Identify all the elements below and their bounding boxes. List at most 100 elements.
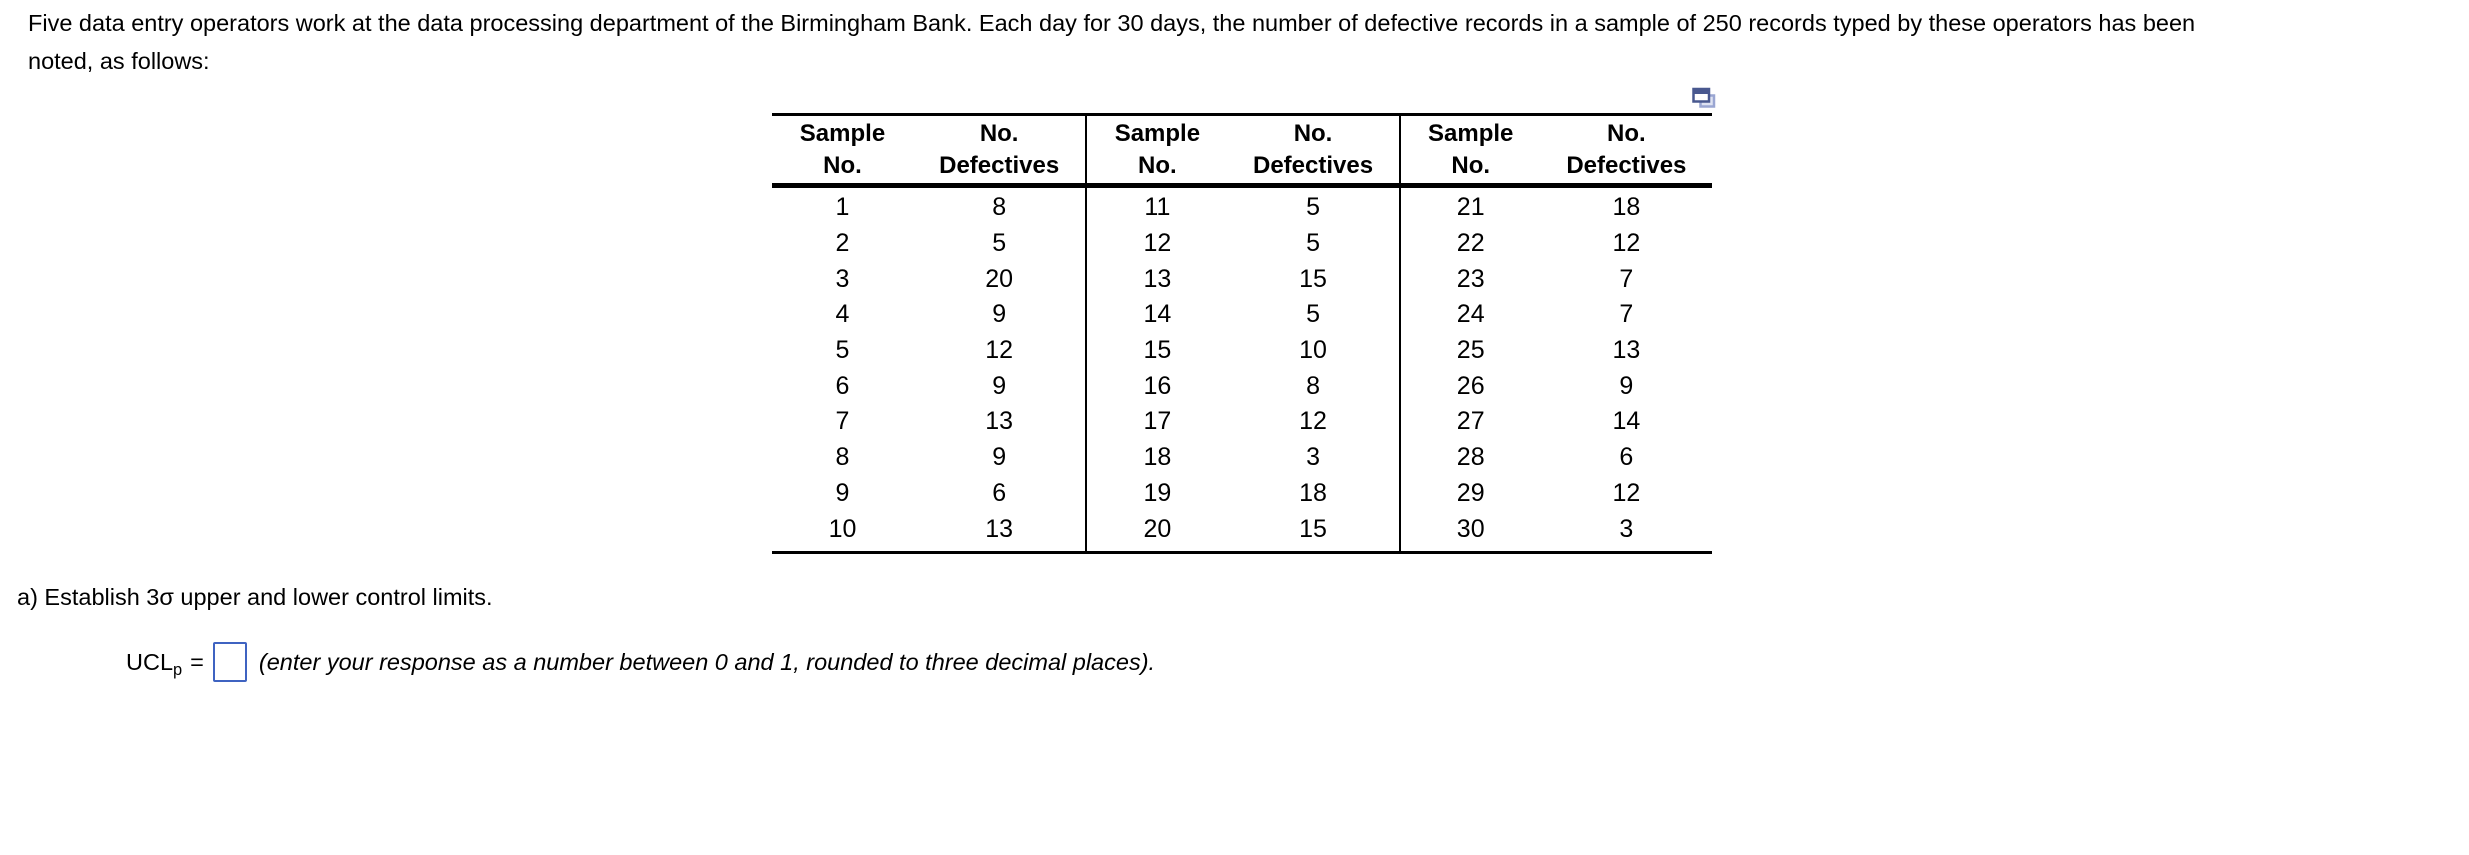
column-header-sample-no: Sample No.: [1114, 119, 1201, 179]
table-group-header: Sample No. No. Defectives: [772, 116, 1086, 188]
defectives-cell: 5: [1306, 229, 1320, 258]
table-row: 29 12: [1401, 476, 1712, 512]
sample-no-cell: 16: [1143, 371, 1172, 400]
defectives-cell: 9: [992, 371, 1007, 400]
answer-row: UCLp = (enter your response as a number …: [126, 638, 1155, 686]
sample-no-cell: 28: [1456, 443, 1485, 472]
table-row: 7 13: [772, 404, 1085, 440]
sample-no-cell: 6: [835, 371, 850, 400]
sample-no-cell: 1: [835, 193, 850, 222]
table-row: 26 9: [1401, 368, 1712, 404]
defectives-cell: 13: [985, 514, 1014, 543]
table-row: 12 5: [1087, 226, 1398, 262]
problem-intro: Five data entry operators work at the da…: [28, 4, 2448, 80]
defectives-cell: 9: [992, 443, 1007, 472]
table-row: 17 12: [1087, 404, 1398, 440]
ucl-input[interactable]: [212, 642, 247, 682]
ucl-label: UCLp: [126, 648, 183, 680]
table-row: 23 7: [1401, 261, 1712, 297]
sample-no-cell: 12: [1143, 229, 1172, 258]
defectives-cell: 5: [1306, 193, 1320, 222]
table-group-header: Sample No. No. Defectives: [1400, 116, 1712, 188]
defectives-cell: 3: [1619, 514, 1634, 543]
defectives-cell: 18: [1299, 478, 1327, 507]
sample-no-cell: 10: [828, 514, 857, 543]
table-group-2: Sample No. No. Defectives 11 5 12 5 13 15 14 5 1…: [1085, 116, 1399, 551]
sample-no-cell: 22: [1456, 229, 1485, 258]
sample-no-cell: 15: [1143, 336, 1172, 365]
defectives-cell: 12: [1612, 229, 1641, 258]
sample-no-cell: 7: [835, 407, 850, 436]
sample-no-cell: 27: [1456, 407, 1485, 436]
sample-no-cell: 13: [1143, 264, 1172, 293]
defectives-cell: 10: [1299, 336, 1327, 365]
table-row: 14 5: [1087, 297, 1398, 333]
sample-no-cell: 8: [835, 443, 850, 472]
column-header-sample-no: Sample No.: [799, 119, 886, 179]
defectives-cell: 14: [1612, 407, 1641, 436]
table-row: 28 6: [1401, 440, 1712, 476]
copy-table-icon[interactable]: [1692, 87, 1716, 110]
column-header-sample-no: Sample No.: [1428, 119, 1514, 179]
intro-line-2: noted, as follows:: [28, 48, 210, 74]
table-row: 10 13: [772, 511, 1085, 547]
table-row: 5 12: [772, 333, 1085, 369]
defectives-cell: 8: [1306, 371, 1320, 400]
defectives-cell: 6: [992, 478, 1007, 507]
table-row: 15 10: [1087, 333, 1398, 369]
sample-no-cell: 19: [1143, 478, 1172, 507]
sample-no-cell: 3: [835, 264, 850, 293]
table-row: 13 15: [1087, 261, 1398, 297]
sample-no-cell: 18: [1143, 443, 1172, 472]
defectives-cell: 20: [985, 264, 1014, 293]
defectives-cell: 18: [1612, 193, 1641, 222]
overlapping-windows-glyph: [1692, 87, 1716, 108]
sample-no-cell: 2: [835, 229, 850, 258]
equals-sign: =: [190, 648, 204, 675]
sample-no-cell: 9: [835, 478, 850, 507]
defectives-cell: 9: [992, 300, 1007, 329]
question-part-a: a) Establish 3σ upper and lower control …: [17, 584, 493, 610]
sample-no-cell: 21: [1456, 193, 1485, 222]
defectives-cell: 13: [985, 407, 1014, 436]
table-row: 16 8: [1087, 368, 1398, 404]
defectives-cell: 7: [1619, 300, 1634, 329]
defectives-cell: 9: [1619, 371, 1634, 400]
sample-no-cell: 5: [835, 336, 850, 365]
intro-line-1: Five data entry operators work at the da…: [28, 10, 2196, 36]
defectives-cell: 5: [1306, 300, 1320, 329]
sample-no-cell: 4: [835, 300, 850, 329]
table-row: 18 3: [1087, 440, 1398, 476]
sample-no-cell: 25: [1456, 336, 1485, 365]
sample-no-cell: 20: [1143, 514, 1172, 543]
table-row: 3 20: [772, 261, 1085, 297]
table-group-body: 1 8 2 5 3 20 4 9 5 12 6 9 7 13 8 9 9 6 10 13: [772, 188, 1085, 551]
answer-instruction: (enter your response as a number between…: [258, 648, 1156, 675]
table-group-header: Sample No. No. Defectives: [1087, 116, 1399, 188]
table-row: 25 13: [1401, 333, 1712, 369]
table-row: 30 3: [1401, 511, 1712, 547]
sample-no-cell: 23: [1456, 264, 1485, 293]
defectives-cell: 12: [1612, 478, 1641, 507]
table-row: 11 5: [1087, 190, 1398, 226]
table-group-body: 21 18 22 12 23 7 24 7 25 13 26 9 27 14 28 6 29 12 30 3: [1401, 188, 1712, 551]
defectives-cell: 12: [1299, 407, 1327, 436]
defectives-cell: 13: [1612, 336, 1641, 365]
column-header-no-defectives: No. Defectives: [1566, 119, 1687, 179]
table-group-3: Sample No. No. Defectives 21 18 22 12 23 7 24 7…: [1398, 116, 1712, 551]
defectives-cell: 15: [1299, 264, 1327, 293]
column-header-no-defectives: No. Defectives: [939, 119, 1060, 179]
defectives-data-table: Sample No. No. Defectives 1 8 2 5 3 20 4 9 5 12 6 9…: [772, 113, 1712, 554]
defectives-cell: 3: [1306, 443, 1320, 472]
defectives-cell: 8: [992, 193, 1007, 222]
table-group-body: 11 5 12 5 13 15 14 5 15 10 16 8 17 12 18 3 19 18 20 15: [1087, 188, 1398, 551]
table-row: 22 12: [1401, 226, 1712, 262]
defectives-cell: 6: [1619, 443, 1634, 472]
table-group-1: Sample No. No. Defectives 1 8 2 5 3 20 4 9 5 12 6 9…: [772, 116, 1086, 551]
